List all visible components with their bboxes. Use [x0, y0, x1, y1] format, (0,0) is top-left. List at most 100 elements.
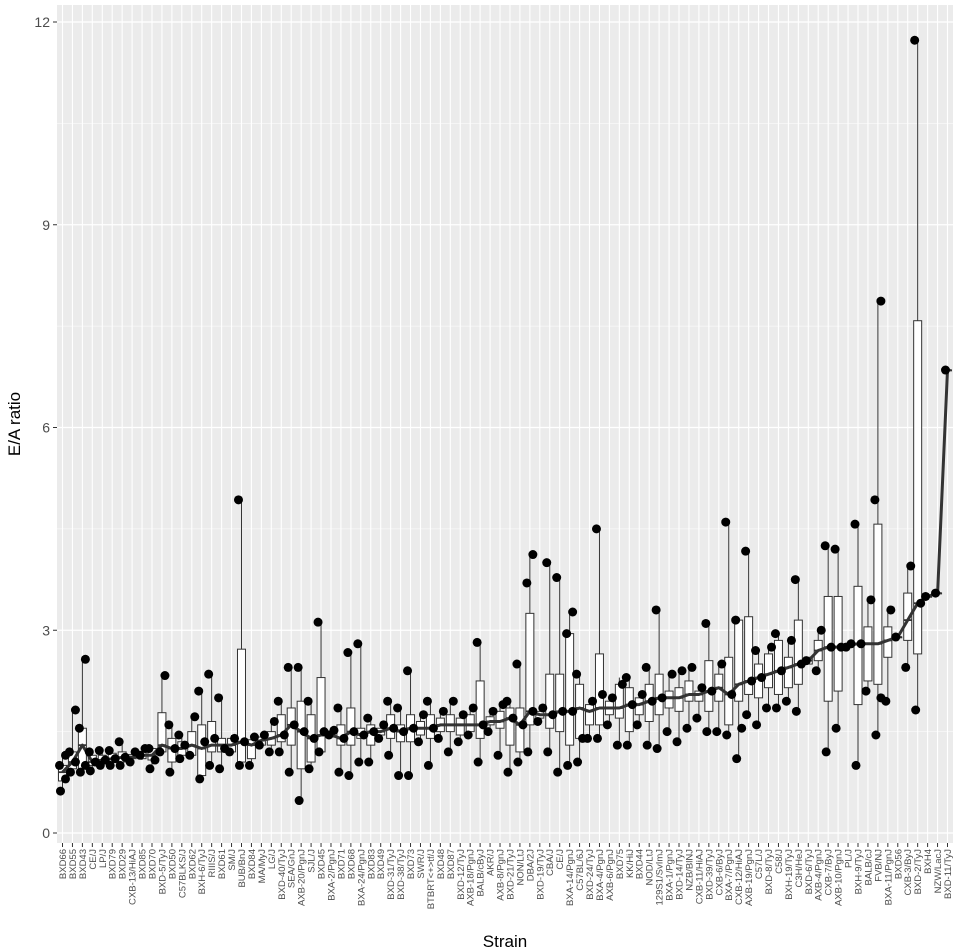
data-point: [742, 710, 752, 720]
data-point: [552, 573, 562, 583]
data-point: [791, 706, 801, 716]
x-tick-label: BXD66: [58, 849, 69, 879]
box-iqr: [515, 707, 525, 753]
data-point: [901, 662, 911, 672]
y-tick-label: 3: [42, 622, 50, 638]
data-point: [801, 656, 811, 666]
x-tick-label: AXB-19/PgnJ: [744, 849, 755, 906]
data-point: [354, 757, 364, 767]
data-point: [522, 578, 532, 588]
data-point: [790, 575, 800, 585]
x-tick-label: BXD84: [247, 849, 258, 879]
data-point: [94, 746, 104, 756]
data-point: [204, 669, 214, 679]
data-point: [891, 632, 901, 642]
data-point: [70, 705, 80, 715]
data-point: [115, 760, 125, 770]
data-point: [145, 764, 155, 774]
data-point: [418, 710, 428, 720]
x-tick-label: CXB-13/HiAJ: [128, 849, 139, 905]
box-iqr: [863, 626, 873, 682]
data-point: [548, 710, 558, 720]
data-point: [150, 755, 160, 765]
data-point: [876, 296, 886, 306]
x-tick-label: BXD48: [436, 849, 447, 879]
data-point: [533, 716, 543, 726]
data-point: [363, 713, 373, 723]
x-tick-label: SWR/J: [416, 849, 427, 879]
data-point: [621, 673, 631, 683]
x-tick-label: BTBRT<+>tf/J: [426, 849, 437, 910]
data-point: [458, 710, 468, 720]
x-tick-label: NON/LtJ: [515, 849, 526, 886]
data-point: [428, 723, 438, 733]
data-point: [632, 720, 642, 730]
data-point: [259, 730, 269, 740]
data-point: [200, 737, 210, 747]
data-point: [343, 648, 353, 658]
data-point: [423, 760, 433, 770]
x-tick-label: BXD-5/TyJ: [157, 849, 168, 895]
data-point: [881, 696, 891, 706]
data-point: [722, 730, 732, 740]
data-point: [866, 595, 876, 605]
x-tick-label: AXB-8/PgnJ: [496, 849, 507, 901]
box-iqr: [793, 619, 803, 685]
data-point: [820, 541, 830, 551]
data-point: [214, 693, 224, 703]
x-tick-label: SJL/J: [307, 849, 318, 873]
data-point: [786, 635, 796, 645]
data-point: [776, 666, 786, 676]
x-tick-label: BXD44: [635, 849, 646, 879]
data-point: [304, 764, 314, 774]
data-point: [757, 673, 767, 683]
data-point: [56, 786, 65, 796]
data-point: [339, 733, 349, 743]
box-iqr: [674, 687, 684, 712]
data-point: [85, 766, 95, 776]
data-point: [299, 727, 309, 737]
data-point: [359, 730, 369, 740]
data-point: [383, 696, 393, 706]
data-point: [384, 750, 394, 760]
x-tick-label: CXB-7/ByJ: [824, 849, 835, 896]
x-tick-label: AXB-4/PgnJ: [814, 849, 825, 901]
x-tick-label: BXD-6/TyJ: [804, 849, 815, 895]
x-tick-label: C58/J: [774, 849, 785, 874]
data-point: [607, 693, 617, 703]
x-tick-label: NOD/LtJ: [645, 849, 656, 886]
y-tick-label: 0: [42, 825, 50, 841]
data-point: [422, 696, 432, 706]
data-point: [114, 737, 124, 747]
data-point: [512, 659, 522, 669]
data-point: [329, 725, 339, 735]
data-point: [528, 550, 538, 560]
x-tick-label: LP/J: [98, 849, 109, 868]
data-point: [273, 696, 283, 706]
x-tick-label: BXD-24/TyJ: [585, 849, 596, 900]
data-point: [84, 747, 94, 757]
x-tick-label: BXD87: [446, 849, 457, 879]
x-tick-label: C3H/HeJ: [794, 849, 805, 888]
data-point: [830, 544, 840, 554]
data-point: [597, 689, 607, 699]
data-point: [717, 659, 727, 669]
box-iqr: [525, 612, 535, 726]
data-point: [135, 750, 145, 760]
data-point: [493, 750, 503, 760]
data-point: [289, 720, 299, 730]
data-point: [503, 767, 513, 777]
data-point: [225, 747, 235, 757]
data-point: [721, 517, 731, 527]
x-tick-label: BXH-9/TyJ: [854, 849, 865, 895]
x-tick-label: BXD-12/TyJ: [456, 849, 467, 900]
x-tick-label: BXA-1/PgnJ: [665, 849, 676, 901]
data-point: [195, 774, 205, 784]
data-point: [637, 689, 647, 699]
data-point: [563, 760, 573, 770]
data-point: [234, 760, 244, 770]
x-tick-label: AXB-18/PgnJ: [466, 849, 477, 906]
data-point: [279, 730, 289, 740]
data-point: [438, 706, 448, 716]
box-iqr: [455, 717, 465, 736]
